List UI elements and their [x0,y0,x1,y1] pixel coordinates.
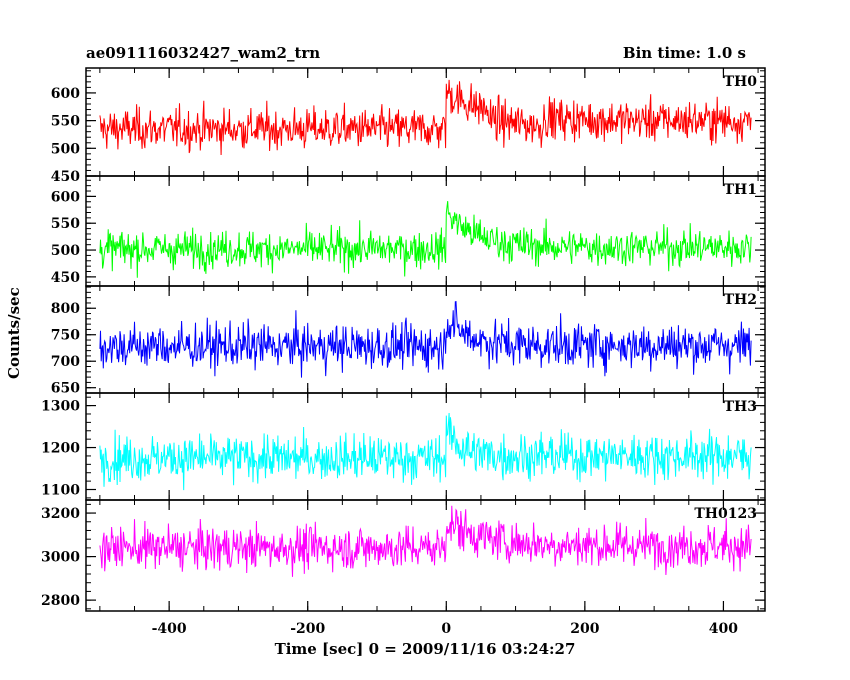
y-tick-label: 450 [51,169,80,185]
series-line-th0 [99,79,752,156]
y-tick-label: 500 [51,243,80,259]
y-tick-label: 750 [51,328,80,344]
panel-frame [85,499,766,612]
y-tick-label: 550 [51,114,80,130]
series-line-th2 [99,300,752,378]
panel-label-th0: TH0 [724,74,758,90]
x-axis-label: Time [sec] 0 = 2009/11/16 03:24:27 [274,640,576,658]
y-tick-label: 600 [51,86,80,102]
y-tick-label: 3200 [41,506,80,522]
series-line-th3 [99,412,752,491]
panel-label-th0123: TH0123 [694,506,757,522]
x-tick-label: -400 [152,621,187,637]
chart-title: ae091116032427_wam2_trn [86,44,321,62]
bin-time-label: Bin time: 1.0 s [622,44,746,62]
y-tick-label: 3000 [41,550,80,566]
y-tick-label: 550 [51,216,80,232]
y-tick-label: 1100 [41,483,80,499]
panel-th1: 450 500 550 600 TH1 [51,175,766,287]
x-tick-label: 200 [570,621,599,637]
panel-th2: 650 700 750 800 TH2 [51,285,766,397]
panel-label-th3: TH3 [724,399,757,415]
x-tick-label: 400 [709,621,738,637]
y-tick-label: 1200 [41,441,80,457]
panel-frame [85,392,766,501]
series-line-th1 [99,201,752,278]
series-line-th0123 [99,505,752,577]
y-tick-label: 450 [51,270,80,286]
y-tick-label: 700 [51,354,80,370]
y-tick-label: 650 [51,381,80,397]
y-tick-label: 600 [51,189,80,205]
panel-label-th1: TH1 [724,182,757,198]
panel-th0123: 2800 3000 3200 TH0123 [41,499,766,612]
panel-th0: 450 500 550 600 TH0 [51,67,766,185]
panel-th3: 1100 1200 1300 TH3 [41,392,766,501]
y-tick-label: 2800 [41,593,80,609]
x-tick-label: 0 [441,621,451,637]
x-tick-label: -200 [290,621,325,637]
y-tick-label: 1300 [41,399,80,415]
panel-label-th2: TH2 [724,292,757,308]
y-tick-label: 500 [51,141,80,157]
y-tick-label: 800 [51,301,80,317]
